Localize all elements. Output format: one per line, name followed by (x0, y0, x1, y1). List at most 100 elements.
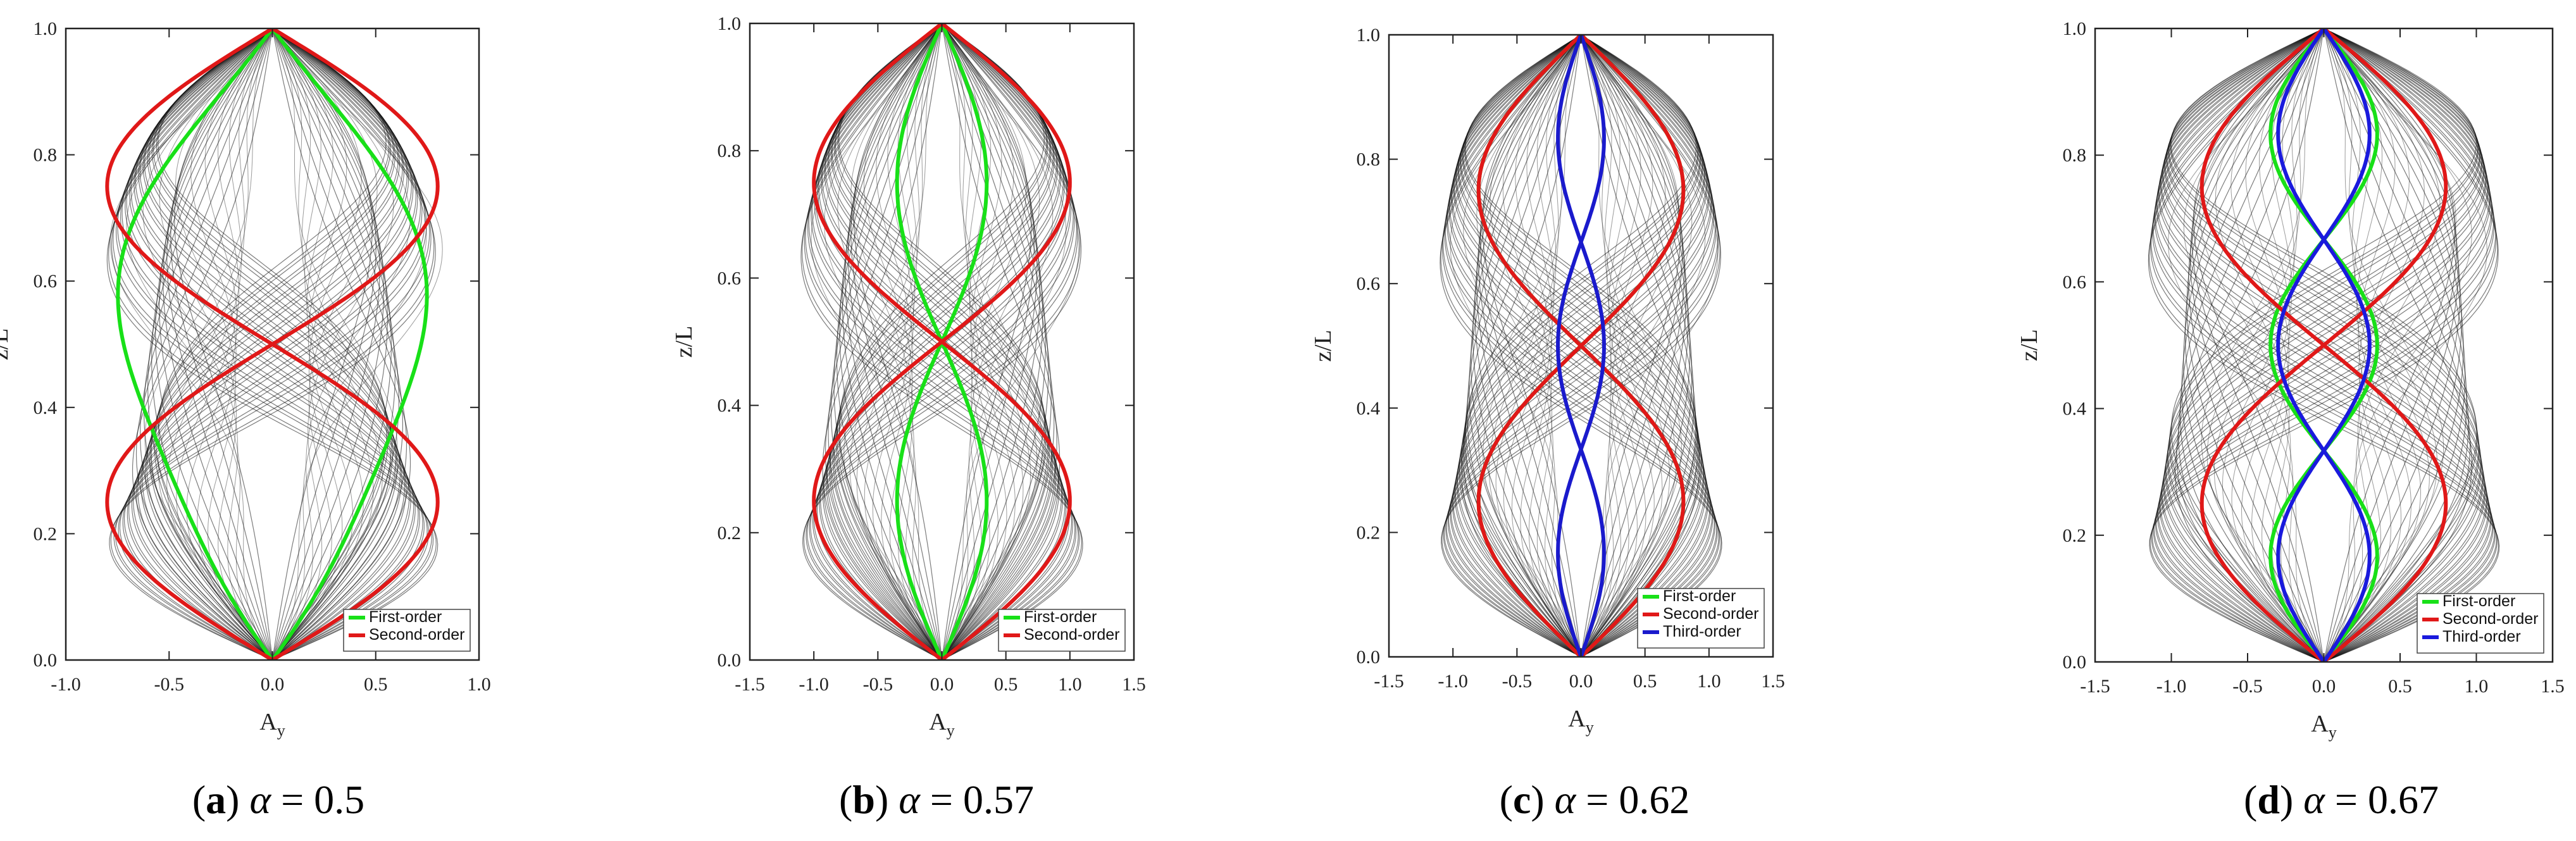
y-tick-label: 0.2 (718, 523, 742, 544)
background-mode-curve (941, 23, 1055, 660)
background-mode-curve (147, 28, 273, 660)
background-mode-curve (1580, 35, 1685, 657)
background-mode-curve (1474, 35, 1582, 657)
background-mode-curve (1457, 35, 1705, 657)
envelope-curve (272, 28, 364, 660)
envelope-curve (942, 23, 1007, 660)
envelope-curve (1581, 35, 1653, 657)
y-tick-label: 0.4 (34, 397, 58, 418)
envelope-curve (186, 28, 273, 660)
y-tick-label: 0.6 (718, 268, 742, 289)
subplot-c: -1.5 -1.0 -0.5 0.0 0.5 1.0 1.5 0.0 0.2 0.4 0.6 0.8 1… (1310, 25, 1785, 822)
background-mode-curve (2156, 28, 2491, 662)
background-mode-curve (126, 28, 419, 660)
x-axis-label-sub: y (277, 721, 285, 740)
y-tick-label: 0.8 (2063, 145, 2087, 166)
background-mode-curve (941, 23, 1046, 660)
caption-open-paren: ( (2244, 777, 2257, 822)
envelope-curve (864, 23, 942, 660)
background-mode-curve (1580, 35, 1698, 657)
background-mode-curve (2162, 28, 2486, 662)
background-mode-curve (2151, 28, 2497, 662)
envelope-curve (1581, 35, 1663, 657)
y-axis-label: z/L (2016, 329, 2043, 361)
y-tick-label: 0.0 (2063, 652, 2087, 673)
background-mode-curve (804, 23, 1080, 660)
background-mode-curve (1440, 35, 1722, 657)
caption-symbol: α (1555, 777, 1577, 822)
background-mode-curve (1580, 35, 1695, 657)
subplot-caption: (c) α = 0.62 (1500, 777, 1690, 822)
envelope-curve (2183, 28, 2324, 662)
x-tick-label: -0.5 (154, 674, 185, 695)
x-tick-label: -1.0 (51, 674, 81, 695)
background-mode-curve (1447, 35, 1715, 657)
y-axis-label: z/L (1310, 330, 1336, 362)
series-line-second-order (2200, 28, 2448, 662)
envelope-curve (850, 23, 942, 660)
background-mode-curve (1446, 35, 1715, 657)
x-tick-label: 1.5 (2541, 676, 2565, 697)
envelope-curve (856, 23, 942, 660)
x-axis-label: Ay (929, 709, 954, 740)
y-tick-label: 0.2 (34, 523, 58, 544)
caption-open-paren: ( (192, 777, 206, 822)
caption-symbol: α (249, 777, 271, 822)
envelope-curve (1581, 35, 1666, 657)
envelope-curve (150, 28, 273, 660)
background-mode-curve (271, 28, 388, 660)
background-mode-curve (2149, 28, 2499, 662)
x-axis-label: Ay (2311, 711, 2336, 742)
envelope-curve (159, 28, 273, 660)
x-tick-label: 1.0 (1697, 671, 1721, 692)
background-mode-curve (166, 28, 273, 660)
envelope-curve (272, 28, 374, 660)
y-tick-label: 0.6 (1357, 273, 1381, 294)
series-line-first-order (271, 28, 429, 660)
y-tick-label: 0.4 (1357, 398, 1381, 419)
y-tick-label: 0.6 (2063, 271, 2087, 292)
background-mode-curve (110, 28, 435, 660)
x-axis-label-sub: y (947, 721, 955, 740)
background-mode-curve (809, 23, 1075, 660)
envelope-curve (1581, 35, 1646, 657)
background-mode-curve (839, 23, 943, 660)
background-mode-curve (135, 28, 273, 660)
y-tick-label: 0.4 (2063, 399, 2087, 420)
legend-label: Third-order (2442, 628, 2521, 645)
x-tick-label: -1.0 (799, 674, 829, 695)
legend-label: First-order (1663, 587, 1736, 605)
envelope-curve (176, 28, 273, 660)
background-mode-curve (842, 23, 943, 660)
background-mode-curve (941, 23, 1043, 660)
envelope-curve (1581, 35, 1719, 657)
x-tick-label: -0.5 (863, 674, 893, 695)
envelope-curve (2324, 28, 2472, 662)
x-axis-label-main: A (2311, 711, 2329, 737)
legend-label: First-order (369, 608, 442, 626)
x-tick-label: -1.0 (2156, 676, 2187, 697)
envelope-curve (2201, 28, 2324, 662)
caption-letter: a (206, 777, 226, 822)
background-mode-curve (1469, 35, 1582, 657)
envelope-curve (942, 23, 1031, 660)
background-mode-curve (129, 28, 416, 660)
envelope-curve (863, 23, 942, 660)
background-mode-curve (2158, 28, 2490, 662)
envelope-curve (1581, 35, 1655, 657)
legend-label: Second-order (2442, 610, 2538, 628)
background-mode-curve (1580, 35, 1683, 657)
background-mode-curve (131, 28, 414, 660)
envelope-curve (109, 28, 273, 660)
background-mode-curve (2165, 28, 2482, 662)
background-mode-curve (825, 23, 943, 660)
background-mode-curve (2150, 28, 2498, 662)
envelope-curve (876, 23, 942, 660)
background-mode-curve (117, 28, 428, 660)
x-tick-label: 0.0 (261, 674, 285, 695)
caption-equals: = (920, 777, 963, 822)
background-mode-curve (810, 23, 1074, 660)
x-tick-label: 0.0 (930, 674, 954, 695)
x-tick-label: 1.5 (1761, 671, 1785, 692)
envelope-curve (272, 28, 378, 660)
